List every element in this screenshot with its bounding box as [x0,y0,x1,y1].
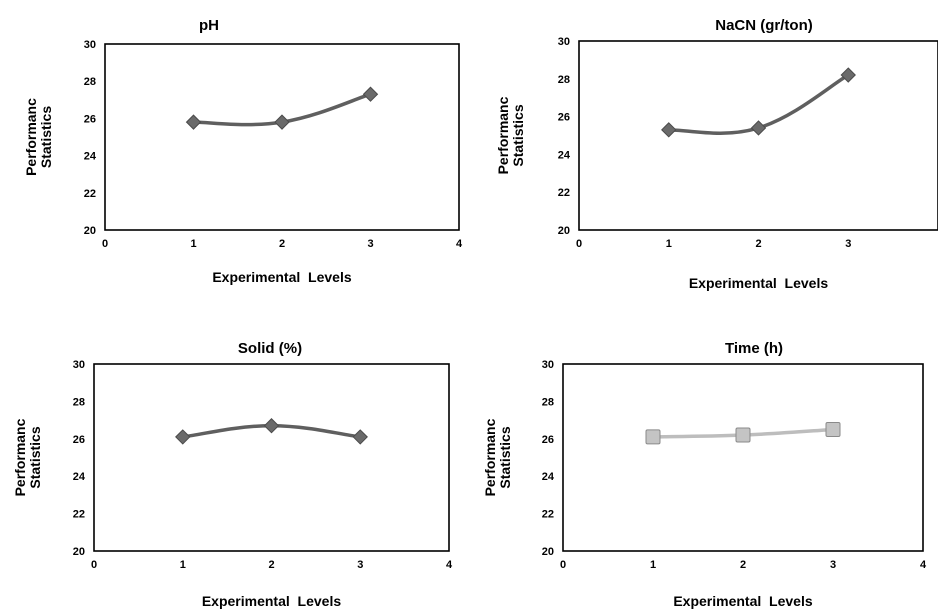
chart-solid-svg: Solid (%) 20 22 24 26 28 30 0 1 2 3 4 Experimental L… [12,340,453,609]
chart-nacn-ylabel-line: Performanc [495,96,511,174]
chart-time-ylabel-line: Statistics [497,426,513,488]
chart-time-ylabel-line: Performanc [482,418,498,496]
chart-nacn-data-point [750,120,767,136]
chart-ph-ytick-label: 22 [84,188,96,200]
chart-time-ytick-label: 28 [542,396,554,408]
chart-ph-xtick-label: 4 [456,238,463,250]
chart-solid-ytick-label: 30 [73,359,85,371]
chart-nacn-plot-area [578,40,938,231]
chart-ph-xtick-label: 0 [102,238,108,250]
chart-time-ytick-label: 30 [542,359,554,371]
chart-ph-ylabel-line: Performanc [23,98,39,176]
chart-ph-xtick-label: 3 [367,238,373,250]
chart-nacn-ytick-label: 20 [558,225,570,237]
chart-time: Time (h) 20 22 24 26 28 30 0 1 2 3 4 Experimental Le… [469,305,938,614]
chart-time-xtick-label: 3 [830,559,836,571]
chart-ph-xlabel: Experimental Levels [212,269,352,285]
chart-nacn-ytick-label: 26 [558,112,570,124]
chart-ph-xtick-label: 2 [279,238,285,250]
chart-time-plot-area [562,363,924,552]
chart-nacn: NaCN (gr/ton) 20 22 24 26 28 30 0 1 2 3 Experimenta… [469,0,938,310]
chart-ph: pH 20 22 24 26 28 30 0 1 2 3 4 Experimental Levels Pe… [0,0,469,310]
chart-time-svg: Time (h) 20 22 24 26 28 30 0 1 2 3 4 Experimental Le… [482,340,927,609]
chart-time-ytick-label: 24 [542,471,555,483]
chart-solid-title: Solid (%) [238,340,302,357]
chart-solid-data-point [175,429,191,445]
chart-nacn-xtick-label: 0 [576,238,582,250]
chart-nacn-xtick-label: 1 [666,238,672,250]
chart-time-xtick-label: 1 [650,559,656,571]
chart-time-xlabel: Experimental Levels [673,593,813,609]
chart-time-ytick-label: 20 [542,546,554,558]
chart-solid-xtick-label: 2 [268,559,274,571]
chart-time-ytick-label: 26 [542,434,554,446]
chart-nacn-data-point [661,122,677,138]
chart-ph-plot-area [104,43,460,231]
chart-solid-plot-area [93,363,450,552]
chart-time-xtick-label: 4 [920,559,927,571]
chart-nacn-title: NaCN (gr/ton) [715,17,813,34]
chart-time-title: Time (h) [725,340,783,357]
chart-ph-ylabel-line: Statistics [38,106,54,168]
chart-solid-data-point [263,418,280,434]
chart-solid-xtick-label: 1 [180,559,186,571]
chart-solid-ytick-label: 20 [73,546,85,558]
chart-nacn-xlabel: Experimental Levels [689,275,829,291]
chart-ph-ytick-label: 26 [84,113,96,125]
chart-nacn-xtick-label: 3 [845,238,851,250]
chart-solid-xtick-label: 0 [91,559,97,571]
chart-ph-ytick-label: 28 [84,76,96,88]
chart-time-data-point [825,421,841,437]
chart-nacn-ytick-label: 24 [558,149,571,161]
chart-solid-xtick-label: 3 [357,559,363,571]
chart-solid-ytick-label: 22 [73,509,85,521]
chart-nacn-svg: NaCN (gr/ton) 20 22 24 26 28 30 0 1 2 3 Experimenta… [495,17,938,291]
chart-time-xtick-label: 2 [740,559,746,571]
chart-ph-data-point [274,114,290,130]
chart-ph-svg: pH 20 22 24 26 28 30 0 1 2 3 4 Experimental Levels Pe… [23,17,463,285]
chart-nacn-xtick-label: 2 [755,238,761,250]
chart-solid-ytick-label: 24 [73,471,86,483]
chart-nacn-ylabel-line: Statistics [510,104,526,166]
chart-solid: Solid (%) 20 22 24 26 28 30 0 1 2 3 4 Experimental L… [0,305,469,614]
chart-solid-ylabel-line: Statistics [27,426,43,488]
chart-ph-ytick-label: 20 [84,225,96,237]
chart-ph-ytick-label: 24 [84,151,97,163]
chart-solid-data-point [352,429,368,445]
chart-time-xtick-label: 0 [560,559,566,571]
chart-ph-data-point [185,114,202,130]
chart-nacn-ytick-label: 22 [558,187,570,199]
chart-solid-xtick-label: 4 [446,559,453,571]
chart-ph-data-point [362,86,379,102]
chart-solid-ylabel-line: Performanc [12,418,28,496]
chart-nacn-ytick-label: 28 [558,74,570,86]
chart-ph-title: pH [199,17,219,34]
chart-solid-ytick-label: 26 [73,434,85,446]
chart-ph-xtick-label: 1 [190,238,196,250]
chart-ph-ytick-label: 30 [84,39,96,51]
chart-solid-ytick-label: 28 [73,396,85,408]
chart-nacn-data-point [840,67,856,83]
chart-time-data-point [645,429,661,445]
chart-time-ytick-label: 22 [542,509,554,521]
chart-solid-xlabel: Experimental Levels [202,593,342,609]
chart-time-data-point [735,427,751,443]
chart-nacn-ytick-label: 30 [558,36,570,48]
